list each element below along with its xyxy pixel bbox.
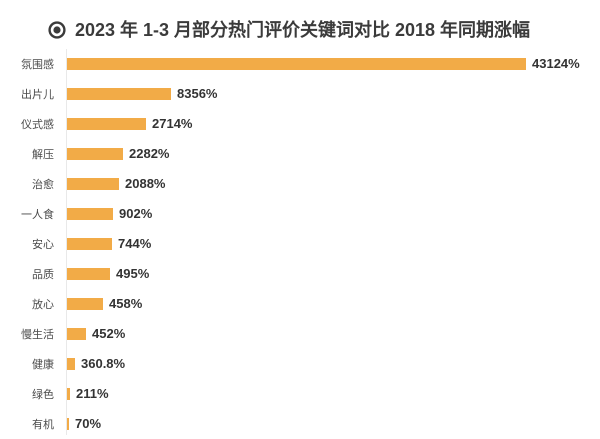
value-label: 2088% (125, 176, 166, 191)
bar-row: 解压 2282% (0, 139, 600, 169)
value-label: 211% (76, 386, 109, 401)
bar (67, 237, 112, 250)
category-label: 解压 (32, 148, 54, 161)
value-label: 70% (75, 416, 102, 431)
value-label: 8356% (177, 86, 218, 101)
bar-row: 出片儿 8356% (0, 79, 600, 109)
bar-row: 放心 458% (0, 289, 600, 319)
category-label: 有机 (32, 418, 54, 431)
bar (67, 267, 110, 280)
bar (67, 357, 75, 370)
bar (67, 177, 119, 190)
bar-row: 一人食 902% (0, 199, 600, 229)
chart-title: 2023 年 1-3 月部分热门评价关键词对比 2018 年同期涨幅 (74, 20, 531, 40)
category-label: 治愈 (32, 178, 54, 191)
bar-row: 绿色 211% (0, 379, 600, 409)
bar (67, 207, 113, 220)
category-label: 仪式感 (21, 118, 54, 131)
category-label: 慢生活 (21, 328, 54, 341)
bar-row: 慢生活 452% (0, 319, 600, 349)
value-label: 2714% (152, 116, 193, 131)
category-label: 品质 (32, 268, 54, 281)
bar-row: 安心 744% (0, 229, 600, 259)
category-label: 氛围感 (21, 58, 54, 71)
category-label: 一人食 (21, 208, 54, 221)
category-label: 健康 (32, 358, 54, 371)
bar (67, 147, 123, 160)
value-label: 744% (118, 236, 152, 251)
bar-row: 健康 360.8% (0, 349, 600, 379)
category-label: 安心 (32, 238, 54, 251)
bar-row: 有机 70% (0, 409, 600, 439)
value-label: 360.8% (81, 356, 126, 371)
bar (67, 87, 171, 100)
bar (67, 117, 146, 130)
value-label: 2282% (129, 146, 170, 161)
category-label: 出片儿 (21, 88, 54, 101)
bullseye-target-icon (48, 21, 66, 39)
y-axis-line (66, 49, 67, 435)
category-label: 绿色 (32, 388, 54, 401)
bar-row: 仪式感 2714% (0, 109, 600, 139)
value-label: 43124% (532, 56, 580, 71)
bar (67, 327, 86, 340)
bar-row: 治愈 2088% (0, 169, 600, 199)
bar (67, 57, 526, 70)
value-label: 458% (109, 296, 143, 311)
bar (67, 297, 103, 310)
value-label: 495% (116, 266, 150, 281)
value-label: 452% (92, 326, 126, 341)
bar-row: 氛围感 43124% (0, 49, 600, 79)
bar (67, 387, 70, 400)
bar (67, 417, 69, 430)
value-label: 902% (119, 206, 153, 221)
bar-row: 品质 495% (0, 259, 600, 289)
category-label: 放心 (32, 298, 54, 311)
chart-header: 2023 年 1-3 月部分热门评价关键词对比 2018 年同期涨幅 (0, 18, 589, 42)
